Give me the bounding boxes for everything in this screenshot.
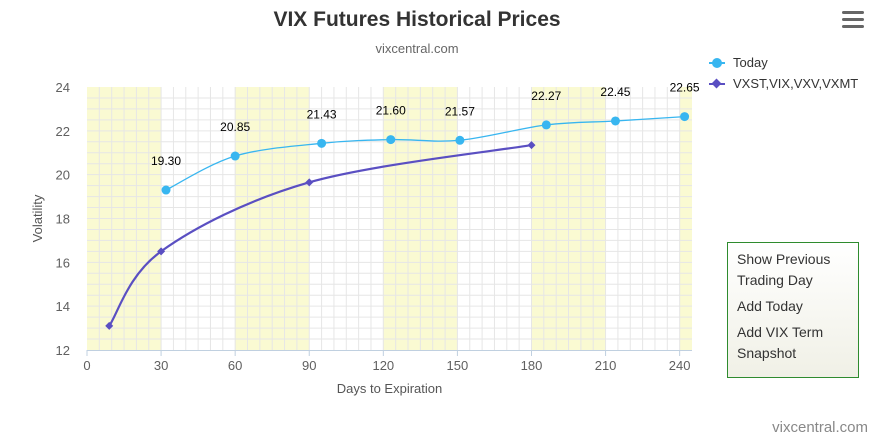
legend-diamond-icon (709, 78, 725, 89)
x-tick-label: 0 (83, 358, 90, 373)
data-point-today (610, 116, 620, 126)
data-point-term-structure (105, 321, 114, 330)
data-label-today: 22.65 (670, 81, 700, 95)
legend-circle-icon (709, 57, 725, 68)
data-label-today: 20.85 (220, 120, 250, 134)
data-label-today: 21.60 (376, 104, 406, 118)
data-point-term-structure (305, 178, 314, 187)
x-axis-title: Days to Expiration (337, 381, 443, 396)
y-tick-label: 12 (56, 343, 70, 358)
data-label-today: 22.45 (600, 85, 630, 99)
legend: Today VXST,VIX,VXV,VXMT (709, 52, 858, 94)
x-tick-label: 210 (595, 358, 617, 373)
legend-label-today: Today (733, 55, 768, 70)
data-label-today: 19.30 (151, 154, 181, 168)
x-tick-label: 60 (228, 358, 242, 373)
data-point-term-structure (157, 247, 166, 256)
legend-item-today[interactable]: Today (709, 52, 858, 73)
add-vix-term-snapshot-button[interactable]: Add VIX Term Snapshot (737, 324, 824, 361)
data-point-today (386, 135, 396, 145)
data-point-today (161, 185, 171, 195)
series-line-today (165, 115, 685, 191)
chart-subtitle: vixcentral.com (375, 41, 459, 56)
y-tick-label: 18 (56, 212, 70, 227)
action-panel: Show Previous Trading Day Add Today Add … (727, 242, 859, 378)
x-tick-label: 90 (302, 358, 316, 373)
x-tick-label: 150 (447, 358, 469, 373)
legend-item-term-structure[interactable]: VXST,VIX,VXV,VXMT (709, 73, 858, 94)
data-point-today (680, 112, 690, 122)
data-point-today (541, 120, 551, 130)
data-point-today (230, 151, 240, 161)
x-tick-label: 240 (669, 358, 691, 373)
chart-title: VIX Futures Historical Prices (273, 8, 561, 31)
add-today-button[interactable]: Add Today (737, 298, 803, 314)
legend-label-term-structure: VXST,VIX,VXV,VXMT (733, 76, 859, 91)
x-tick-label: 180 (521, 358, 543, 373)
menu-bar (842, 18, 864, 21)
series-line-term-structure (108, 143, 532, 327)
show-previous-trading-day-button[interactable]: Show Previous Trading Day (737, 251, 831, 288)
y-tick-label: 14 (56, 299, 70, 314)
data-point-term-structure (527, 141, 536, 150)
credit-link[interactable]: vixcentral.com (772, 419, 868, 436)
hamburger-icon[interactable] (842, 11, 864, 31)
x-tick-label: 30 (154, 358, 168, 373)
menu-bar (842, 11, 864, 14)
data-label-today: 21.43 (307, 107, 337, 121)
y-tick-label: 24 (56, 80, 70, 95)
data-label-today: 22.27 (531, 89, 561, 103)
data-point-today (455, 135, 465, 145)
y-tick-label: 16 (56, 255, 70, 270)
y-tick-label: 22 (56, 124, 70, 139)
y-axis-title: Volatility (30, 194, 45, 242)
data-label-today: 21.57 (445, 104, 475, 118)
y-tick-label: 20 (56, 168, 70, 183)
x-tick-label: 120 (372, 358, 394, 373)
menu-bar (842, 25, 864, 28)
data-point-today (317, 138, 327, 148)
